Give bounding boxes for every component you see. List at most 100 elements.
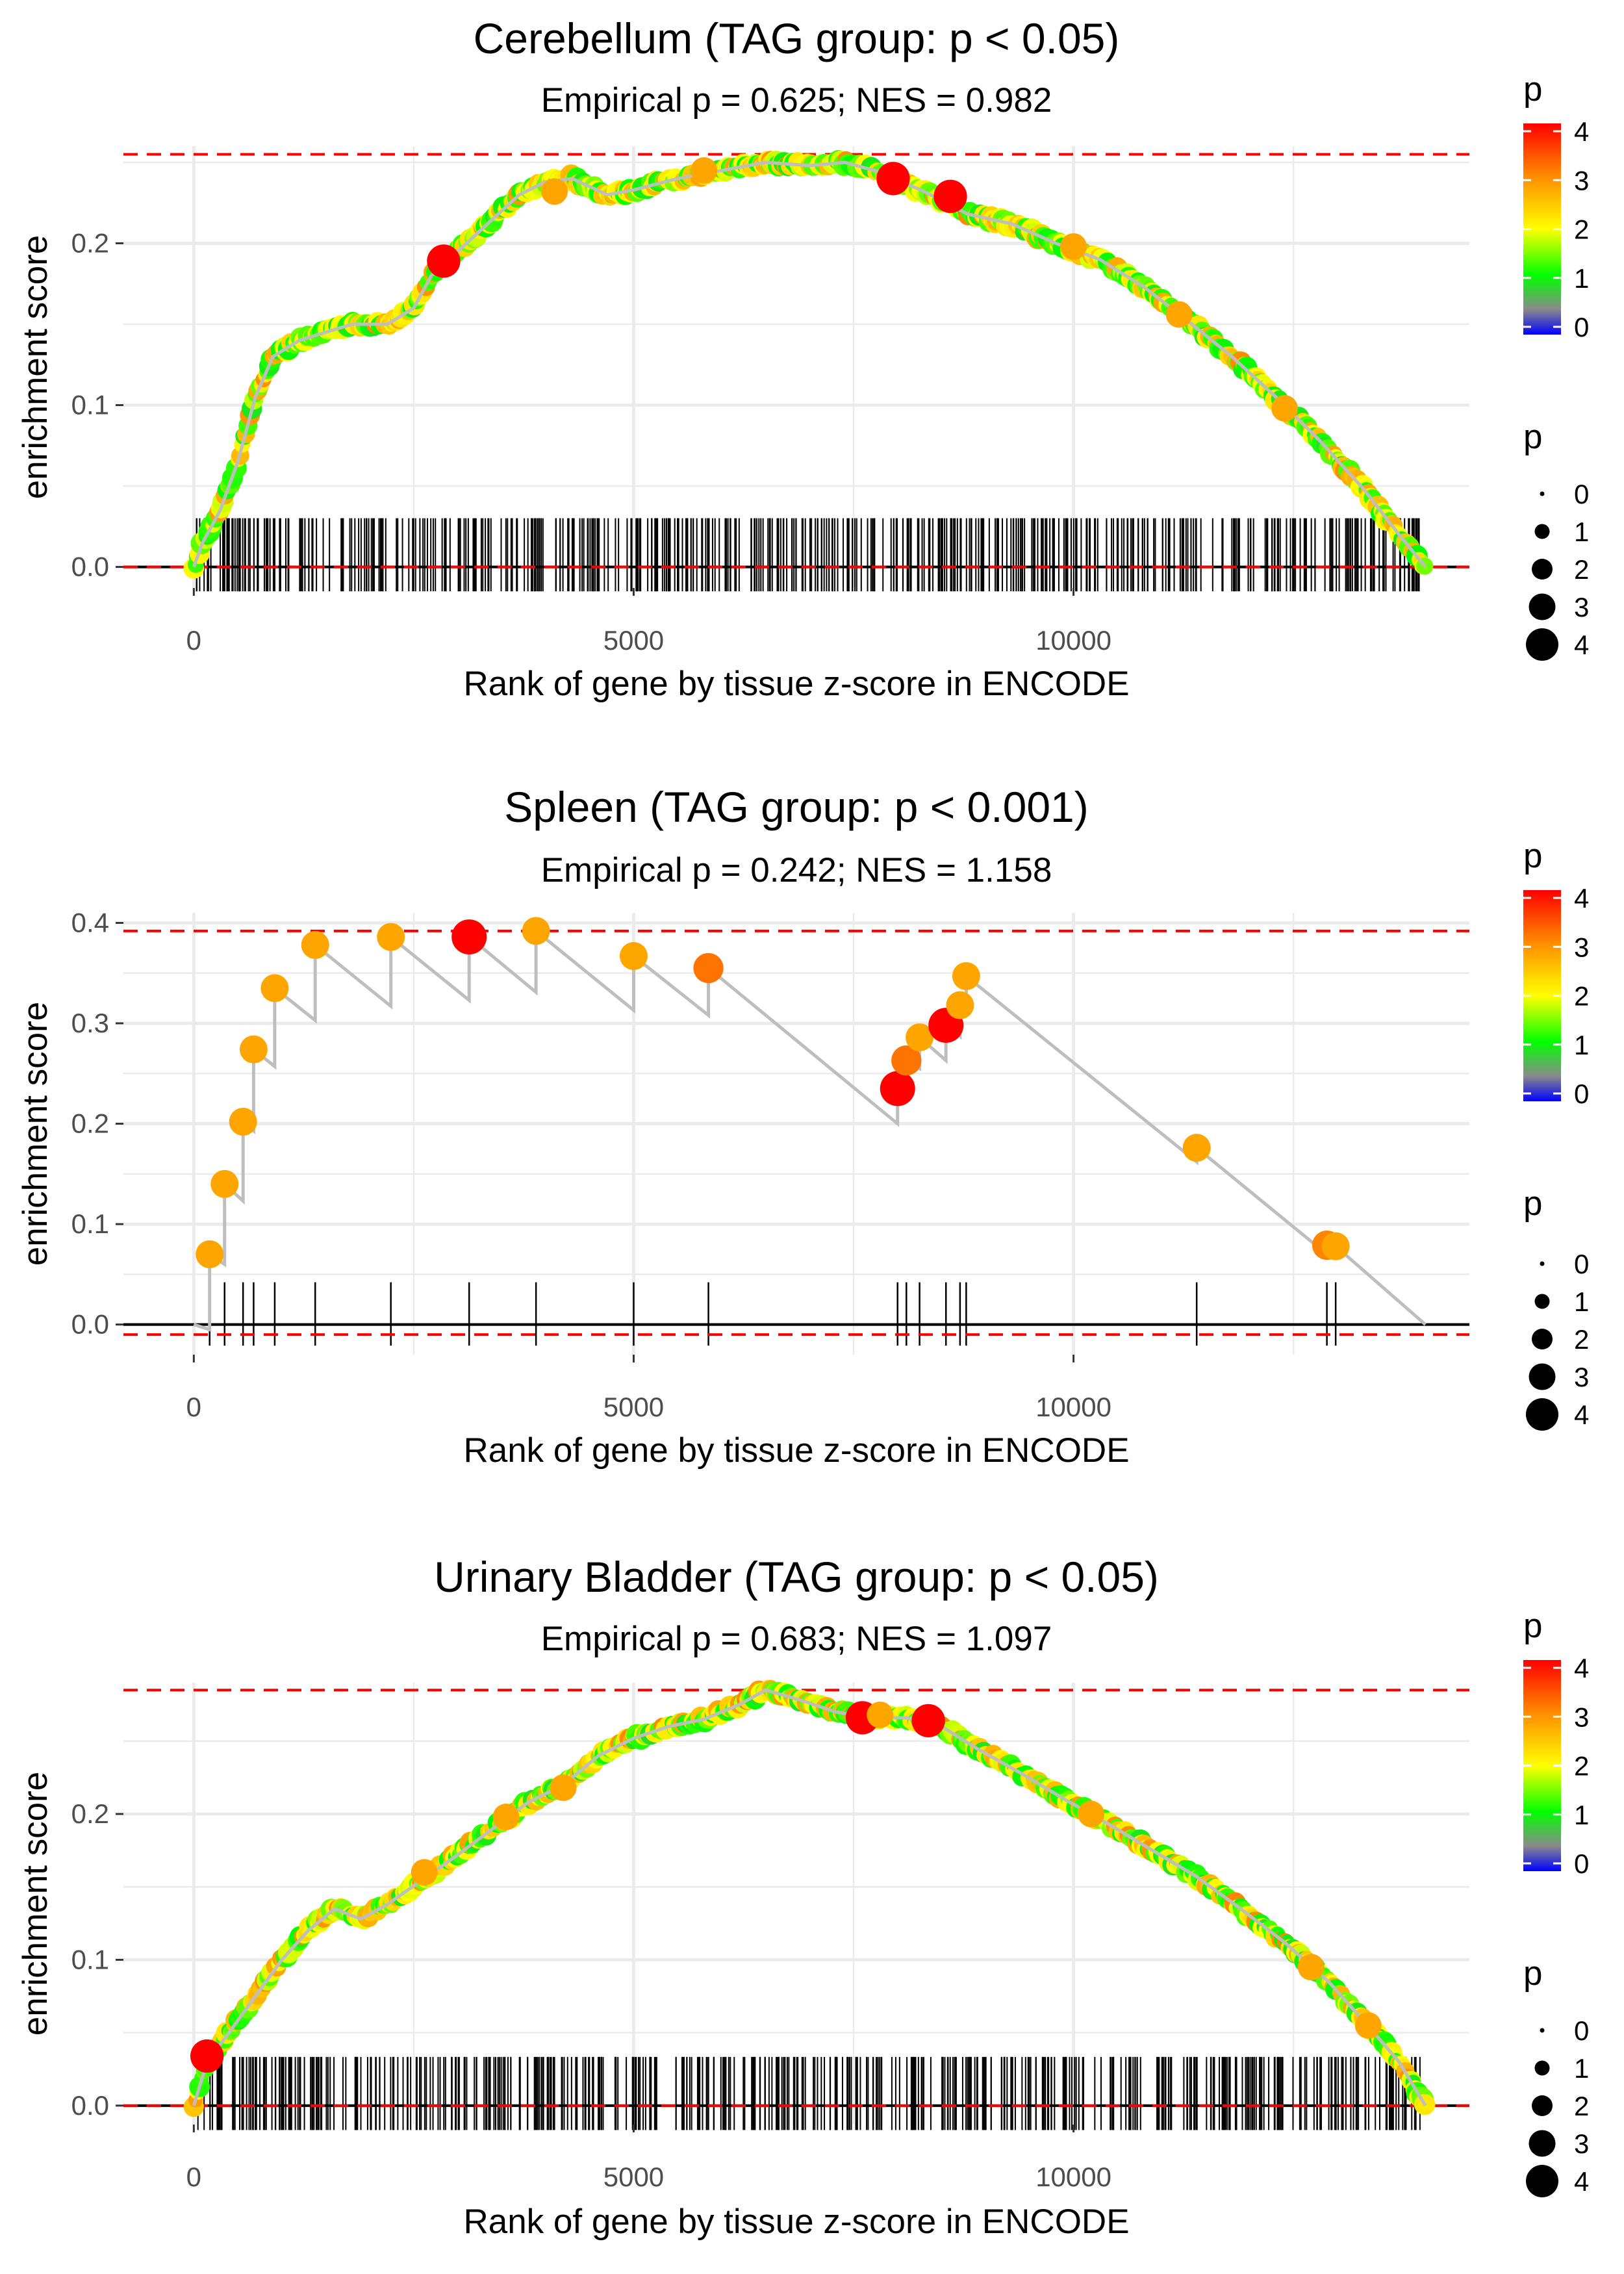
x-tick-label: 5000 bbox=[603, 2162, 664, 2192]
legend: p 4 3 2 1 0 p 0 1 2 3 4 bbox=[1523, 1607, 1589, 2197]
es-highlight-point bbox=[876, 162, 910, 196]
color-legend-label: 1 bbox=[1574, 263, 1589, 294]
es-point bbox=[946, 991, 974, 1019]
y-tick-label: 0.0 bbox=[71, 2090, 109, 2121]
panel-3: Urinary Bladder (TAG group: p < 0.05) Emp… bbox=[16, 1553, 1589, 2241]
chart-subtitle: Empirical p = 0.625; NES = 0.982 bbox=[541, 81, 1052, 120]
es-highlight-point bbox=[492, 1804, 520, 1830]
y-axis-label: enrichment score bbox=[16, 1772, 55, 2036]
es-highlight-point bbox=[550, 1774, 577, 1802]
es-point bbox=[451, 919, 487, 955]
y-tick-label: 0.2 bbox=[71, 1108, 109, 1139]
hit-ticks bbox=[197, 2056, 1421, 2130]
color-legend-label: 0 bbox=[1574, 1079, 1589, 1109]
legend: p 4 3 2 1 0 p 0 1 2 3 4 bbox=[1523, 837, 1589, 1431]
size-legend-label: 0 bbox=[1574, 479, 1589, 509]
size-legend-dot bbox=[1534, 2060, 1550, 2076]
es-points bbox=[196, 917, 1350, 1268]
size-legend-dot bbox=[1529, 1363, 1556, 1390]
size-legend-label: 3 bbox=[1574, 592, 1589, 622]
size-legend-title: p bbox=[1523, 1954, 1542, 1993]
size-legend-title: p bbox=[1523, 1184, 1542, 1223]
es-highlight-point bbox=[1078, 1800, 1105, 1828]
es-highlight-point bbox=[691, 157, 718, 184]
es-point bbox=[210, 1169, 239, 1198]
size-legend-label: 0 bbox=[1574, 2015, 1589, 2046]
es-point bbox=[229, 1107, 257, 1136]
y-tick-label: 0.2 bbox=[71, 227, 109, 258]
legend: p 4 3 2 1 0 p 0 1 2 3 4 bbox=[1523, 70, 1589, 661]
size-legend-dot bbox=[1532, 2095, 1553, 2116]
x-axis-label: Rank of gene by tissue z-score in ENCODE bbox=[463, 665, 1129, 703]
color-legend-label: 1 bbox=[1574, 1030, 1589, 1060]
y-tick-label: 0.0 bbox=[71, 552, 109, 582]
color-legend-title: p bbox=[1523, 70, 1542, 109]
es-point bbox=[522, 917, 550, 945]
color-legend-label: 3 bbox=[1574, 932, 1589, 962]
running-es-line bbox=[193, 927, 1427, 1332]
size-legend-dot bbox=[1529, 2130, 1556, 2157]
es-point bbox=[952, 962, 980, 990]
color-legend-label: 4 bbox=[1574, 883, 1589, 913]
y-tick-label: 0.0 bbox=[71, 1309, 109, 1340]
es-highlight-point bbox=[1060, 233, 1087, 260]
size-legend-dot bbox=[1526, 628, 1558, 661]
x-tick-label: 0 bbox=[186, 1392, 201, 1422]
size-legend-label: 1 bbox=[1574, 517, 1589, 547]
es-highlight-point bbox=[911, 1704, 945, 1737]
color-legend-label: 4 bbox=[1574, 116, 1589, 147]
es-point bbox=[260, 974, 289, 1003]
color-legend-label: 4 bbox=[1574, 1653, 1589, 1683]
es-point bbox=[1182, 1134, 1211, 1162]
size-legend-dot bbox=[1529, 593, 1556, 620]
running-es-line bbox=[192, 160, 1427, 568]
es-point bbox=[239, 1035, 268, 1064]
size-legend-label: 2 bbox=[1574, 554, 1589, 585]
gridlines bbox=[123, 913, 1469, 1355]
chart-title: Spleen (TAG group: p < 0.001) bbox=[504, 783, 1088, 831]
x-tick-label: 0 bbox=[186, 2162, 201, 2192]
es-highlight-point bbox=[867, 1701, 894, 1728]
size-legend-dot bbox=[1526, 1398, 1558, 1431]
size-legend-label: 0 bbox=[1574, 1249, 1589, 1279]
color-legend-title: p bbox=[1523, 837, 1542, 875]
color-legend-label: 0 bbox=[1574, 312, 1589, 342]
chart-title: Urinary Bladder (TAG group: p < 0.05) bbox=[434, 1553, 1159, 1601]
es-highlight-point bbox=[1297, 1954, 1325, 1981]
size-legend-label: 2 bbox=[1574, 1324, 1589, 1355]
x-tick-label: 10000 bbox=[1035, 1392, 1111, 1422]
es-highlight-point bbox=[541, 178, 568, 205]
chart-title: Cerebellum (TAG group: p < 0.05) bbox=[474, 14, 1120, 62]
y-axis-label: enrichment score bbox=[16, 235, 55, 500]
x-axis-label: Rank of gene by tissue z-score in ENCODE bbox=[463, 2203, 1129, 2241]
size-legend-label: 4 bbox=[1574, 2166, 1589, 2197]
size-legend-title: p bbox=[1523, 418, 1542, 456]
size-legend-label: 4 bbox=[1574, 1399, 1589, 1430]
es-point bbox=[891, 1045, 922, 1076]
es-point bbox=[906, 1023, 934, 1052]
y-tick-label: 0.1 bbox=[71, 390, 109, 420]
chart-subtitle: Empirical p = 0.683; NES = 1.097 bbox=[541, 1620, 1052, 1658]
es-highlight-point bbox=[933, 179, 967, 213]
es-point bbox=[880, 1071, 915, 1106]
size-legend-dot bbox=[1540, 2028, 1545, 2033]
size-legend-dot bbox=[1534, 1294, 1550, 1309]
x-tick-label: 5000 bbox=[603, 625, 664, 656]
color-legend-title: p bbox=[1523, 1607, 1542, 1645]
color-legend-label: 3 bbox=[1574, 165, 1589, 196]
x-tick-label: 0 bbox=[186, 625, 201, 656]
size-legend-label: 1 bbox=[1574, 2053, 1589, 2084]
es-highlight-point bbox=[1165, 301, 1193, 328]
color-legend-label: 0 bbox=[1574, 1848, 1589, 1879]
y-tick-label: 0.3 bbox=[71, 1008, 109, 1038]
es-points bbox=[183, 150, 1434, 579]
es-highlight-point bbox=[411, 1859, 438, 1886]
es-highlight-point bbox=[1354, 2012, 1382, 2039]
y-tick-label: 0.1 bbox=[71, 1208, 109, 1239]
color-legend-label: 3 bbox=[1574, 1702, 1589, 1732]
size-legend-label: 2 bbox=[1574, 2091, 1589, 2121]
es-highlight-point bbox=[1271, 395, 1299, 422]
x-tick-label: 10000 bbox=[1035, 625, 1111, 656]
y-axis-label: enrichment score bbox=[16, 1002, 55, 1266]
